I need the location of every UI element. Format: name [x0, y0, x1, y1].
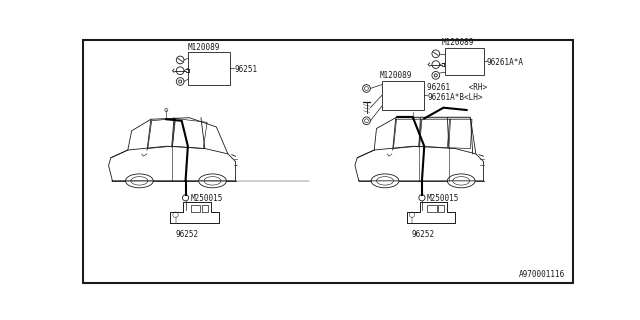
Text: M120089: M120089 [380, 71, 412, 80]
Text: A970001116: A970001116 [519, 270, 565, 279]
Bar [188, 52, 230, 84]
Text: 96251: 96251 [235, 66, 258, 75]
Text: M120089: M120089 [188, 43, 220, 52]
Text: 96261A*B<LH>: 96261A*B<LH> [428, 93, 483, 102]
Text: 96252: 96252 [412, 230, 435, 239]
Bar [445, 48, 484, 75]
Text: M120089: M120089 [441, 38, 474, 47]
Bar [191, 205, 200, 212]
Bar [438, 205, 444, 212]
Text: M250015: M250015 [190, 194, 223, 203]
Bar [382, 81, 424, 110]
Text: 96252: 96252 [175, 230, 198, 239]
Text: 96261    <RH>: 96261 <RH> [428, 83, 488, 92]
Bar [428, 205, 436, 212]
Text: 96261A*A: 96261A*A [486, 58, 524, 67]
Text: M250015: M250015 [427, 194, 459, 203]
Bar [202, 205, 208, 212]
